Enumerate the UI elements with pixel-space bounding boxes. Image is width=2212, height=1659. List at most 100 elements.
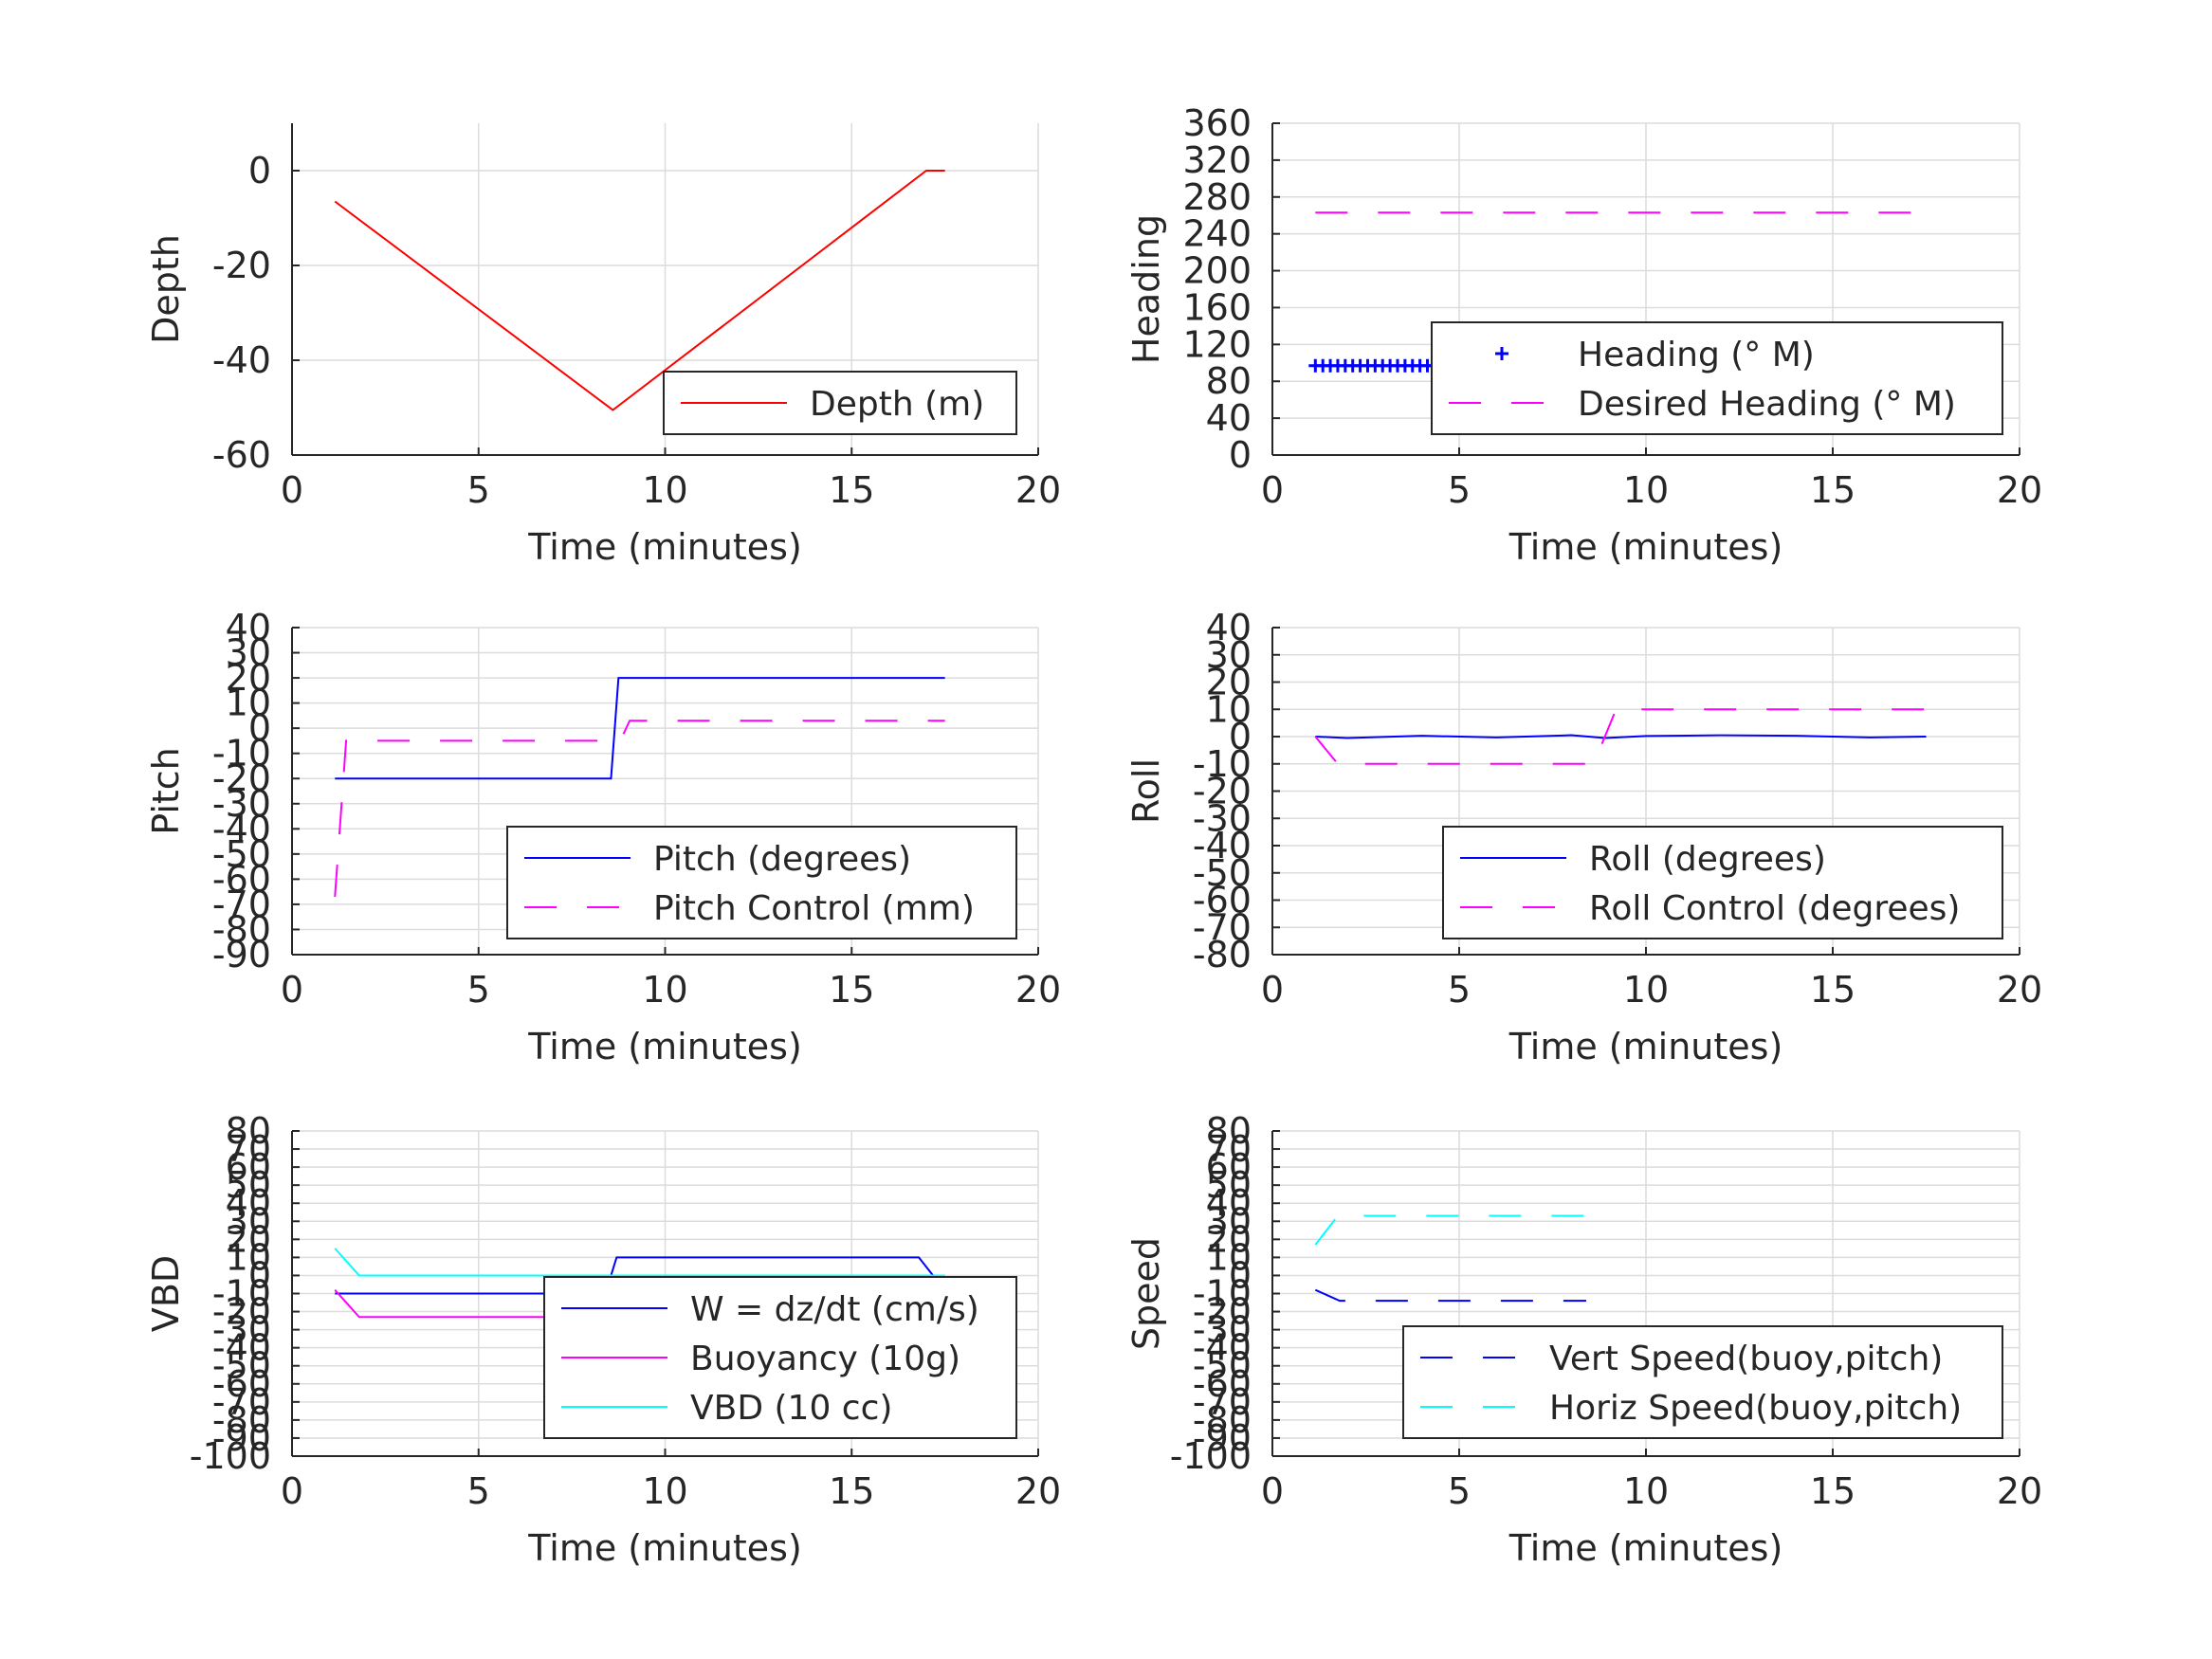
x-tick-label: 15 [1810,469,1856,511]
series-horiz-speed-buoy-pitch [1314,1214,1586,1246]
subplot-3: 0 5 10 15 20-90-80-70-60-50-40-30-20-1001020… [145,607,1061,1067]
x-tick-label: 0 [1261,469,1284,511]
x-tick-label: 10 [642,1470,687,1512]
y-tick-label: -20 [1193,1291,1252,1333]
y-tick-label: 200 [1182,250,1252,292]
x-tick-label: 20 [1997,469,2042,511]
y-tick-label: -10 [212,1273,271,1315]
y-tick-label: -60 [212,434,271,476]
series-vbd-10-cc [334,1248,945,1277]
y-tick-label: 160 [1182,286,1252,328]
y-tick-label: 0 [1229,434,1252,476]
legend-label: Pitch Control (mm) [653,889,975,928]
x-tick-label: 10 [642,469,687,511]
y-tick-label: 70 [226,1128,271,1170]
legend-label: W = dz/dt (cm/s) [690,1290,979,1329]
x-tick-label: 10 [1623,969,1669,1011]
y-tick-label: 50 [1206,1164,1252,1206]
x-tick-label: 20 [1015,469,1061,511]
y-tick-label: 240 [1182,213,1252,255]
legend-label: Depth (m) [810,385,984,424]
legend-label: VBD (10 cc) [690,1389,892,1428]
y-tick-label: -40 [212,808,271,849]
y-tick-label: -90 [212,934,271,975]
y-tick-label: -70 [1193,906,1252,948]
legend-label: Pitch (degrees) [653,840,911,879]
y-tick-label: 360 [1182,102,1252,144]
y-tick-label: -40 [1193,1327,1252,1369]
y-tick-label: 280 [1182,176,1252,218]
y-tick-label: 30 [1206,1200,1252,1242]
y-tick-label: -30 [1193,1309,1252,1351]
x-tick-label: 0 [281,969,303,1011]
y-axis-label: VBD [145,1255,187,1332]
y-tick-label: 30 [226,1200,271,1242]
y-tick-label: -10 [212,733,271,775]
y-tick-label: 20 [1206,1218,1252,1260]
y-tick-label: -80 [1193,934,1252,975]
x-tick-label: 20 [1997,969,2042,1011]
y-tick-label: 60 [1206,1146,1252,1188]
subplot-1: 0 5 10 15 20 -60 -40 -20 0 Time (minutes) Depth Dep… [145,123,1061,568]
legend: Heading (° M) Desired Heading (° M) [1431,321,2003,435]
y-tick-label: -20 [1193,771,1252,812]
series-buoyancy-10g [334,1289,606,1319]
legend-box [506,826,1017,939]
y-tick-label: -80 [1193,1399,1252,1441]
legend-marker [1495,347,1508,360]
legend-label: Roll (degrees) [1589,840,1826,879]
legend: Roll (degrees) Roll Control (degrees) [1442,826,2003,939]
y-tick-label: 0 [1229,1254,1252,1296]
legend: W = dz/dt (cm/s) Buoyancy (10g) VBD (10 cc… [543,1276,1017,1439]
y-tick-label: -60 [1193,880,1252,921]
y-tick-label: -40 [212,1327,271,1369]
x-tick-label: 5 [467,1470,490,1512]
y-axis-label: Heading [1125,214,1167,364]
series-depth-m [334,170,945,411]
y-tick-label: -100 [1170,1435,1252,1477]
x-axis-label: Time (minutes) [527,1026,802,1067]
y-tick-label: -100 [190,1435,271,1477]
y-tick-label: 70 [1206,1128,1252,1170]
y-tick-label: 80 [226,1110,271,1152]
y-tick-label: 20 [1206,662,1252,703]
x-tick-label: 0 [281,469,303,511]
x-tick-label: 10 [1623,1470,1669,1512]
subplot-5: 0 5 10 15 20-100-90-80-70-60-50-40-30-20-100… [145,1110,1061,1569]
y-tick-label: 80 [1206,360,1252,402]
subplot-6: 0 5 10 15 20-100-90-80-70-60-50-40-30-20-100… [1125,1110,2042,1569]
x-tick-label: 15 [829,969,874,1011]
y-tick-label: -30 [212,783,271,825]
x-axis-label: Time (minutes) [1508,1527,1783,1569]
y-tick-label: 0 [248,707,271,749]
y-tick-label: -60 [1193,1363,1252,1405]
y-tick-label: 40 [1206,607,1252,648]
y-tick-label: -50 [212,1345,271,1387]
x-tick-label: 0 [281,1470,303,1512]
y-tick-label: -50 [1193,1345,1252,1387]
series-roll-control-degrees [1314,708,1927,765]
legend-label: Roll Control (degrees) [1589,889,1960,928]
legend-label: Desired Heading (° M) [1578,385,1956,424]
y-tick-label: -30 [212,1309,271,1351]
y-tick-label: -90 [1193,1417,1252,1459]
y-tick-label: -70 [1193,1381,1252,1423]
legend-label: Horiz Speed(buoy,pitch) [1549,1389,1962,1428]
x-tick-label: 10 [642,969,687,1011]
legend-label: Heading (° M) [1578,336,1815,374]
y-axis-label: Roll [1125,758,1167,824]
y-axis-label: Pitch [145,747,187,835]
y-tick-label: 20 [226,1218,271,1260]
y-tick-label: 40 [226,1182,271,1224]
y-tick-label: 40 [226,607,271,648]
y-tick-label: 320 [1182,139,1252,181]
x-tick-label: 10 [1623,469,1669,511]
y-tick-label: -10 [1193,743,1252,785]
x-tick-label: 15 [1810,969,1856,1011]
legend: Vert Speed(buoy,pitch) Horiz Speed(buoy,p… [1402,1325,2003,1439]
x-axis-label: Time (minutes) [527,1527,802,1569]
y-tick-label: -50 [1193,852,1252,894]
x-axis-label: Time (minutes) [527,526,802,568]
